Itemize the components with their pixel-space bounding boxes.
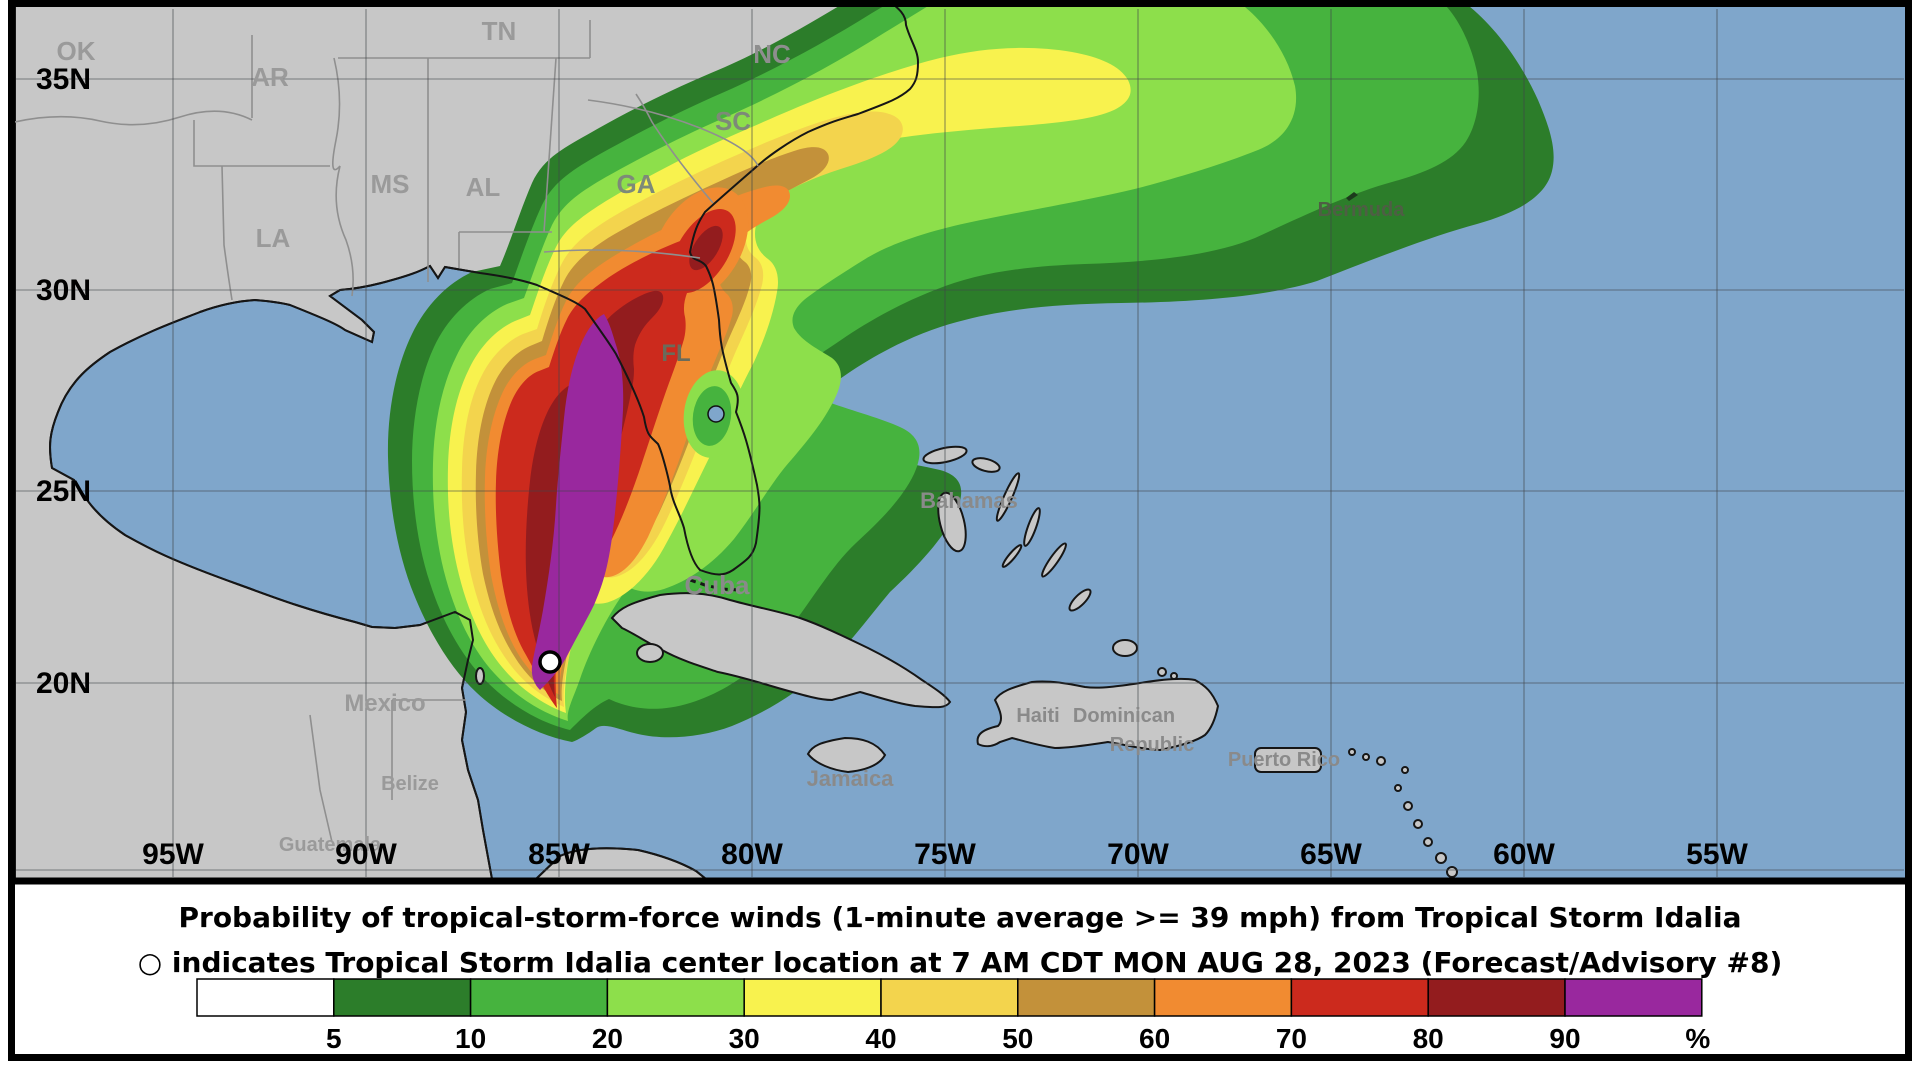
place-label-sc: SC: [715, 106, 751, 136]
colorbar-tick: 80: [1413, 1023, 1444, 1054]
colorbar-tick: 5: [326, 1023, 342, 1054]
place-label-puerto-rico: Puerto Rico: [1228, 749, 1340, 771]
island-hispaniola: [976, 677, 1220, 752]
colorbar-tick: 60: [1139, 1023, 1170, 1054]
place-label-bermuda: Bermuda: [1318, 199, 1406, 221]
colorbar-segment: [1290, 978, 1429, 1017]
place-label-ms: MS: [371, 169, 410, 199]
colorbar-tick: 70: [1276, 1023, 1307, 1054]
storm-center-icon: [538, 650, 562, 674]
colorbar-tick: 50: [1002, 1023, 1033, 1054]
figure-frame: [8, 0, 1912, 1061]
place-label-ga: GA: [617, 169, 656, 199]
place-label-mexico: Mexico: [344, 690, 425, 717]
longitude-label: 85W: [528, 838, 590, 871]
florida-keys: [689, 578, 739, 592]
colorbar-segment: [1564, 978, 1703, 1017]
longitude-label: 65W: [1300, 838, 1362, 871]
place-labels: OK AR TN NC SC GA MS AL LA FL Mexico Belize Guatemal…: [57, 16, 1406, 856]
islands-lesser-antilles: [1348, 748, 1458, 878]
place-label-dominican: Dominican: [1073, 705, 1175, 727]
state-borders: [15, 20, 759, 843]
place-label-tn: TN: [482, 16, 517, 46]
contour-80pct-neflorida: [689, 225, 723, 271]
colorbar-segment: [333, 978, 472, 1017]
place-label-al: AL: [466, 172, 501, 202]
axis-labels: 35N 30N 25N 20N 95W 90W 85W 80W 75W 70W 65W 60W 55W: [36, 63, 1749, 871]
colorbar-segment: [743, 978, 882, 1017]
lake-okeechobee: [707, 405, 725, 423]
longitude-label: 95W: [142, 838, 204, 871]
place-label-haiti: Haiti: [1016, 705, 1059, 727]
place-label-ar: AR: [251, 62, 289, 92]
colorbar-segment: [880, 978, 1019, 1017]
longitude-label: 60W: [1493, 838, 1555, 871]
longitude-label: 90W: [335, 838, 397, 871]
place-label-republic: Republic: [1110, 734, 1194, 756]
colorbar-segment: [606, 978, 745, 1017]
place-label-cuba: Cuba: [685, 570, 751, 600]
colorbar-tick: 90: [1549, 1023, 1580, 1054]
colorbar-tick: 40: [865, 1023, 896, 1054]
latitude-label: 35N: [36, 63, 91, 96]
colorbar-segment: [1017, 978, 1156, 1017]
colorbar-tick: 30: [729, 1023, 760, 1054]
place-label-ok: OK: [57, 36, 96, 66]
longitude-label: 80W: [721, 838, 783, 871]
place-label-guatemala: Guatemala: [279, 834, 382, 856]
place-label-belize: Belize: [381, 773, 439, 795]
island-jamaica: [806, 736, 887, 774]
colorbar-tick: 20: [592, 1023, 623, 1054]
latitude-label: 20N: [36, 667, 91, 700]
island-cuba: [610, 592, 952, 709]
contour-90pct: [531, 314, 624, 690]
title-panel: [15, 884, 1905, 1056]
island-isle-of-youth: [636, 643, 664, 663]
place-label-la: LA: [256, 223, 291, 253]
place-label-jamaica: Jamaica: [807, 766, 895, 791]
colorbar-tick: 10: [455, 1023, 486, 1054]
colorbar-unit-label: %: [1685, 1023, 1710, 1054]
figure-subtitle: ○ indicates Tropical Storm Idalia center…: [138, 946, 1783, 979]
longitude-label: 70W: [1107, 838, 1169, 871]
colorbar-segment: [196, 978, 335, 1017]
colorbar-segment: [1153, 978, 1293, 1017]
graticule: [16, 9, 1904, 877]
colorbar: 5 10 20 30 40 50 60 70 80 90%: [196, 978, 1710, 1054]
place-label-fl: FL: [661, 340, 690, 367]
coastlines: [49, 7, 920, 879]
colorbar-segment: [1427, 978, 1566, 1017]
colorbar-segment: [469, 978, 609, 1017]
island-bermuda: [1346, 192, 1358, 201]
island-puerto-rico: [1254, 747, 1322, 773]
figure-title: Probability of tropical-storm-force wind…: [178, 901, 1741, 934]
longitude-label: 55W: [1686, 838, 1748, 871]
latitude-label: 30N: [36, 274, 91, 307]
place-label-nc: NC: [753, 39, 791, 69]
longitude-label: 75W: [914, 838, 976, 871]
place-label-bahamas: Bahamas: [920, 488, 1018, 513]
probability-contours: [387, 7, 1554, 742]
island-cozumel: [475, 667, 485, 685]
latitude-label: 25N: [36, 475, 91, 508]
